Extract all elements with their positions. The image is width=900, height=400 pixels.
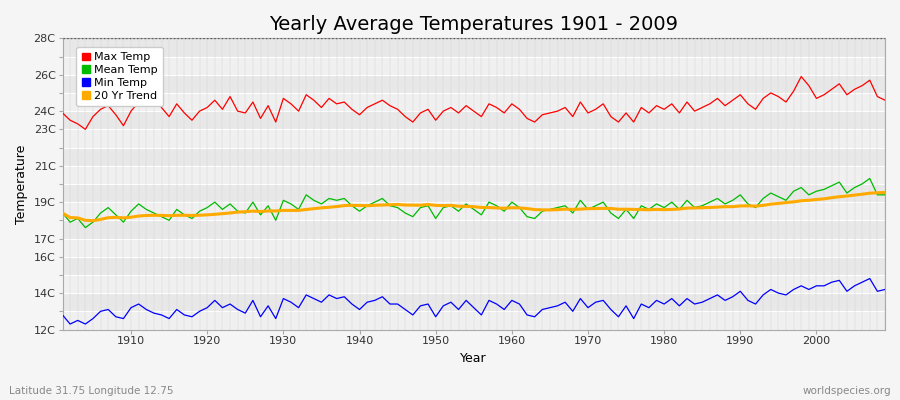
Legend: Max Temp, Mean Temp, Min Temp, 20 Yr Trend: Max Temp, Mean Temp, Min Temp, 20 Yr Tre… [76, 47, 163, 106]
X-axis label: Year: Year [461, 352, 487, 365]
Bar [62, 275, 885, 293]
Y-axis label: Temperature: Temperature [15, 144, 28, 224]
Title: Yearly Average Temperatures 1901 - 2009: Yearly Average Temperatures 1901 - 2009 [269, 15, 679, 34]
Bar [62, 311, 885, 330]
Bar [62, 166, 885, 184]
Bar [62, 93, 885, 111]
Bar [62, 129, 885, 148]
Bar [62, 238, 885, 257]
Bar [62, 56, 885, 75]
Bar [62, 202, 885, 220]
Text: worldspecies.org: worldspecies.org [803, 386, 891, 396]
Text: Latitude 31.75 Longitude 12.75: Latitude 31.75 Longitude 12.75 [9, 386, 174, 396]
